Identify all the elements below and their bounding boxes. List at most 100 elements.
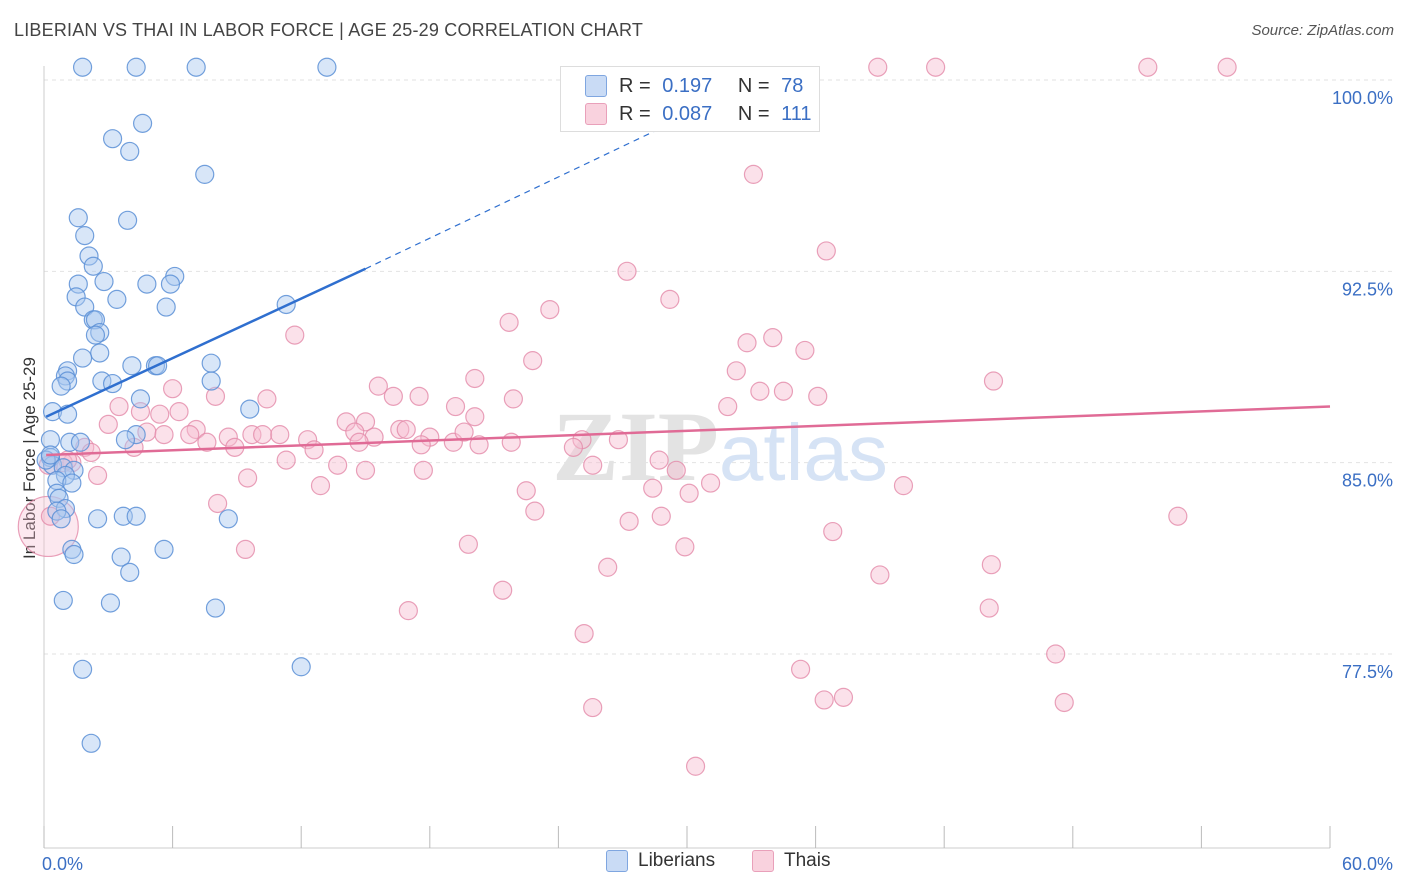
grid-lines	[44, 79, 1396, 655]
liberians-point	[120, 141, 140, 162]
thais-point	[458, 534, 478, 554]
n-value: 111	[781, 102, 812, 125]
thais-point	[979, 598, 999, 618]
thais-point	[1046, 644, 1066, 664]
liberians-point	[186, 57, 206, 77]
x-tick-label-0: 0.0%	[42, 854, 83, 874]
liberians-trend-extension	[365, 115, 688, 270]
thais-point	[345, 422, 365, 442]
thais-point	[276, 450, 296, 470]
liberians-point	[240, 399, 260, 419]
thais-point	[983, 371, 1004, 391]
liberians-point	[72, 348, 93, 368]
thais-point	[726, 361, 746, 381]
liberians-point	[126, 57, 146, 77]
liberians-point	[107, 289, 127, 309]
thais-point	[700, 473, 721, 493]
liberians-point	[132, 113, 153, 133]
thais-point	[617, 261, 637, 281]
legend-item-thais: Thais	[752, 850, 830, 872]
liberians-point	[205, 598, 226, 618]
liberians-point	[195, 164, 215, 184]
liberians-point	[154, 539, 174, 560]
liberians-point	[122, 356, 142, 376]
thais-point	[98, 414, 118, 434]
liberians-point	[102, 129, 123, 149]
thais-point	[186, 419, 206, 440]
liberians-point	[51, 376, 71, 396]
liberians-point	[160, 274, 181, 294]
liberians-point	[87, 509, 108, 529]
thais-point	[454, 422, 474, 442]
thais-point	[235, 539, 256, 560]
liberians-point	[130, 389, 151, 409]
thais-point	[981, 555, 1001, 575]
thais-point	[398, 601, 418, 621]
thais-point	[1217, 57, 1237, 77]
liberians-point	[85, 310, 106, 330]
thais-point	[1138, 57, 1158, 77]
thais-point	[763, 328, 783, 348]
thais-point	[598, 557, 618, 577]
thais-point	[685, 756, 706, 776]
liberians-point	[317, 57, 337, 77]
thais-point	[833, 687, 854, 707]
thais-point	[390, 419, 410, 440]
thais-point	[257, 389, 277, 409]
thais-point	[163, 379, 183, 399]
liberians-point	[70, 432, 91, 452]
thais-point	[150, 404, 170, 424]
y-tick-label-3: 100.0%	[1332, 88, 1393, 108]
thais-point	[523, 351, 543, 371]
thais-point	[816, 241, 836, 261]
liberians-point	[81, 733, 101, 753]
thais-point	[383, 386, 403, 406]
thais-point	[790, 659, 811, 679]
legend-label: Liberians	[638, 850, 716, 871]
n-value: 78	[781, 74, 804, 97]
liberians-point	[62, 473, 82, 493]
chart-title: LIBERIAN VS THAI IN LABOR FORCE | AGE 25…	[14, 20, 644, 40]
liberians-point	[201, 353, 221, 373]
thais-point	[469, 435, 489, 455]
thais-point	[411, 435, 431, 455]
thais-point	[396, 419, 416, 440]
thais-point	[501, 432, 521, 452]
thais-trend-line	[46, 405, 1331, 457]
thais-point	[718, 396, 738, 417]
trend-lines	[45, 115, 1331, 457]
thais-point	[583, 455, 603, 475]
thais-point	[619, 511, 639, 531]
thais-point	[503, 389, 523, 409]
thais-point	[328, 455, 348, 475]
thais-point	[660, 289, 680, 309]
thais-point	[666, 460, 686, 480]
liberians-point	[126, 425, 146, 445]
thais-point	[465, 368, 485, 389]
thais-swatch	[585, 103, 607, 125]
thais-point	[310, 476, 331, 496]
liberians-point	[51, 509, 71, 529]
liberians-point	[117, 210, 138, 230]
thais-point	[355, 460, 376, 480]
thais-point	[368, 376, 388, 396]
liberians-points	[36, 57, 337, 753]
liberians-trend-line	[45, 267, 367, 418]
liberians-point	[201, 371, 221, 391]
thais-point	[540, 300, 560, 320]
thais-point	[270, 425, 290, 445]
liberians-swatch	[585, 75, 607, 97]
thais-point	[197, 432, 217, 452]
thais-point	[465, 407, 485, 427]
tick-labels: 77.5% 85.0% 92.5% 100.0% 0.0% 60.0%	[42, 88, 1393, 874]
thais-point	[516, 481, 536, 501]
liberians-point	[79, 246, 99, 266]
source-label: Source: ZipAtlas.com	[1251, 22, 1394, 39]
y-tick-label-0: 77.5%	[1342, 662, 1393, 682]
y-tick-label-1: 85.0%	[1342, 471, 1393, 491]
thais-point	[583, 697, 603, 718]
liberians-point	[57, 371, 78, 391]
r-value: 0.087	[662, 102, 713, 125]
n-label: N =	[737, 74, 770, 97]
